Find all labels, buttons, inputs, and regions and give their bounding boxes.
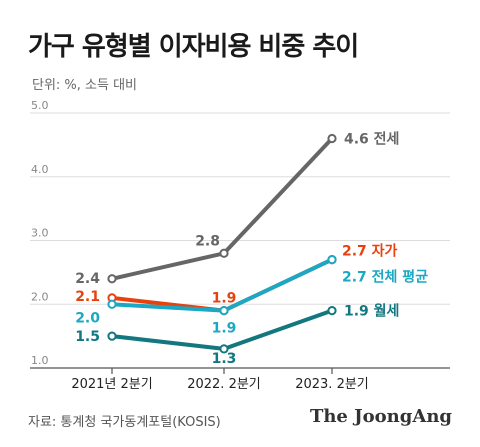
series-end-label: 2.7 전체 평균: [342, 269, 428, 286]
data-point: [327, 306, 337, 316]
source-note: 자료: 통계청 국가동계포털(KOSIS): [28, 415, 221, 430]
y-tick-label: 5.0: [31, 99, 49, 112]
data-point: [107, 299, 117, 309]
data-label: 1.3: [212, 351, 237, 367]
data-point: [327, 255, 337, 265]
series-end-label: 2.7 자가: [342, 244, 398, 260]
data-point: [107, 274, 117, 284]
x-tick-label: 2022. 2분기: [187, 377, 261, 392]
x-tick-label: 2023. 2분기: [295, 377, 369, 392]
series-end-label: 1.9 월세: [344, 303, 399, 320]
data-label: 2.8: [195, 233, 220, 249]
y-tick-label: 4.0: [31, 163, 49, 176]
y-tick-label: 3.0: [31, 227, 49, 240]
y-tick-label: 2.0: [31, 290, 49, 303]
data-label: 2.4: [75, 271, 100, 287]
series-line: [110, 136, 334, 281]
chart-title: 가구 유형별 이자비용 비중 추이: [28, 32, 359, 62]
data-point: [107, 331, 117, 341]
data-label: 2.0: [75, 310, 100, 326]
data-label: 1.9: [212, 321, 237, 337]
data-label: 2.1: [75, 289, 100, 305]
data-point: [219, 344, 229, 354]
series-end-label: 4.6 전세: [344, 131, 399, 148]
data-point: [327, 133, 337, 144]
x-tick-label: 2021년 2분기: [71, 377, 152, 392]
data-label: 1.9: [212, 291, 237, 307]
publisher-logo: The JoongAng: [309, 406, 452, 427]
data-label: 1.5: [75, 329, 100, 345]
data-point: [219, 306, 229, 316]
data-point: [219, 248, 229, 258]
unit-note: 단위: %, 소득 대비: [32, 78, 138, 93]
y-tick-label: 1.0: [31, 354, 49, 367]
